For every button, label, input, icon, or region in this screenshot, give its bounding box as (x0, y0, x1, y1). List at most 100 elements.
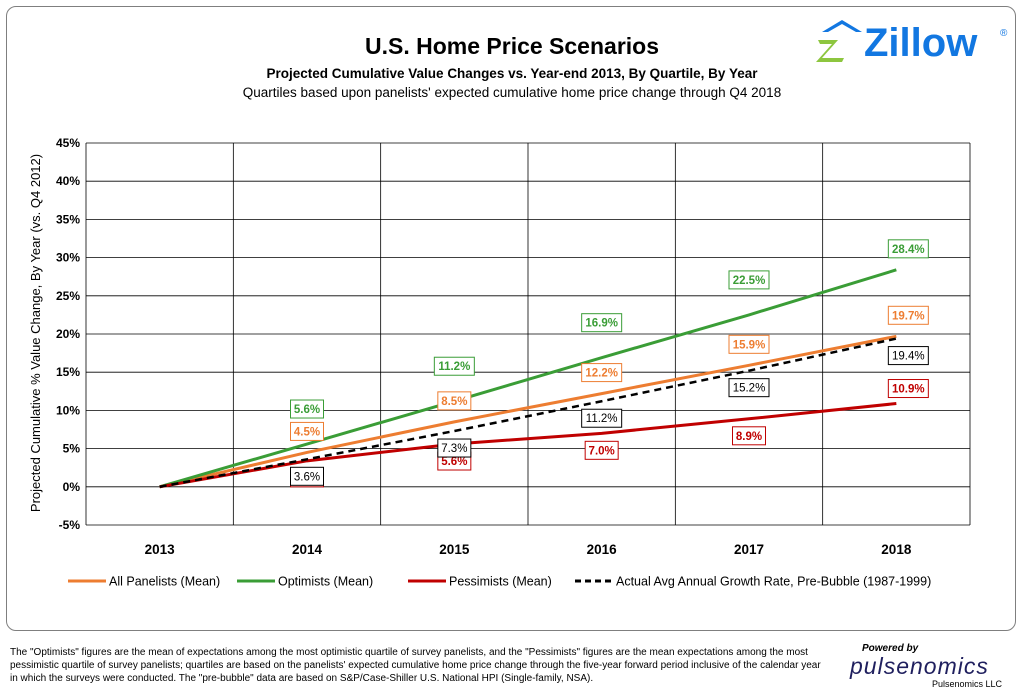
data-label-box (584, 440, 619, 460)
series-line (159, 337, 897, 489)
data-label-text: 8.5% (441, 396, 467, 408)
data-label-box (581, 363, 623, 383)
data-label-text: 28.4% (892, 244, 925, 256)
data-label: 4.5% (290, 421, 324, 441)
chart-subtitle: Projected Cumulative Value Changes vs. Y… (266, 66, 758, 81)
data-label: 22.5% (728, 270, 770, 290)
legend-label: Optimists (Mean) (278, 575, 373, 589)
data-label-box (728, 378, 770, 398)
legend: All Panelists (Mean) Optimists (Mean) Pess… (68, 575, 931, 589)
x-tick-label: 2018 (881, 542, 912, 557)
data-labels: 4.5% 8.5% 12.2% 15.9% 19.7% 5.6% 11.2% 16.9% 22.… (290, 239, 929, 488)
data-label-box (290, 466, 324, 486)
series-lines (159, 268, 897, 489)
data-label-text: 4.5% (294, 426, 320, 438)
chart-subtitle-note: Quartiles based upon panelists' expected… (242, 85, 782, 100)
series-line (159, 334, 897, 489)
data-label-text: 15.9% (733, 339, 766, 351)
y-tick-label: -5% (59, 518, 81, 532)
data-label: 15.9% (728, 334, 770, 354)
y-tick-label: 5% (63, 442, 81, 456)
data-label-text: 11.2% (438, 361, 470, 373)
data-label-text: 15.2% (733, 383, 766, 395)
data-label-box (887, 239, 929, 259)
data-label: 5.6% (290, 399, 324, 419)
x-axis: 2013 2014 2015 2016 2017 2018 (145, 542, 912, 557)
series-line (159, 268, 897, 489)
data-label: 16.9% (581, 313, 623, 333)
y-axis: -5% 0% 5% 10% 15% 20% 25% 30% 35% 40% 45% (56, 136, 80, 532)
data-label-text: 7.3% (441, 443, 467, 455)
series-line (159, 402, 897, 489)
data-label: 8.5% (437, 391, 472, 411)
data-label-text: 22.5% (733, 275, 766, 287)
data-label: 11.2% (581, 408, 623, 428)
legend-label: Pessimists (Mean) (449, 575, 552, 589)
data-label: 12.2% (581, 363, 623, 383)
data-label-box (290, 399, 324, 419)
data-label-box (581, 313, 623, 333)
data-label-box (437, 438, 472, 458)
data-label: 28.4% (887, 239, 929, 259)
data-label-text: 10.9% (892, 384, 925, 396)
data-label: 15.2% (728, 378, 770, 398)
y-tick-label: 15% (56, 365, 80, 379)
y-tick-label: 25% (56, 289, 80, 303)
pulsenomics-logo: pulsenomics (850, 653, 989, 679)
legend-label: Actual Avg Annual Growth Rate, Pre-Bubbl… (616, 575, 931, 589)
x-tick-label: 2015 (439, 542, 470, 557)
data-label-text: 11.2% (586, 413, 618, 425)
data-label: 8.9% (732, 426, 766, 446)
y-tick-label: 45% (56, 136, 80, 150)
line-chart: -5% 0% 5% 10% 15% 20% 25% 30% 35% 40% 45% 2013 2014… (28, 136, 971, 589)
data-label-box (581, 408, 623, 428)
data-label: 19.4% (887, 346, 929, 366)
x-tick-label: 2017 (734, 542, 764, 557)
data-label-box (437, 391, 472, 411)
data-label-box (728, 270, 770, 290)
data-label: 19.7% (887, 305, 929, 325)
y-axis-label: Projected Cumulative % Value Change, By … (28, 154, 43, 512)
y-tick-label: 0% (63, 480, 81, 494)
data-label-box (433, 356, 475, 376)
data-label: 10.9% (887, 379, 929, 399)
registered-mark: ® (1000, 28, 1008, 39)
data-label: 7.3% (437, 438, 472, 458)
data-label-text: 7.0% (589, 445, 615, 457)
zillow-wordmark: Zillow (864, 21, 978, 65)
data-label-text: 3.6% (294, 471, 320, 483)
data-label-text: 5.6% (294, 404, 320, 416)
data-label-box (728, 334, 770, 354)
data-label-text: 12.2% (585, 368, 618, 380)
y-tick-label: 10% (56, 403, 80, 417)
data-label-text: 16.9% (585, 318, 618, 330)
grid (85, 142, 971, 526)
legend-label: All Panelists (Mean) (109, 575, 220, 589)
data-label-box (732, 426, 766, 446)
y-tick-label: 30% (56, 251, 80, 265)
x-tick-label: 2014 (292, 542, 323, 557)
data-label: 11.2% (433, 356, 475, 376)
zillow-logo: Zillow ® (816, 20, 1008, 65)
y-tick-label: 40% (56, 174, 80, 188)
pulsenomics-llc: Pulsenomics LLC (932, 679, 1003, 689)
y-tick-label: 20% (56, 327, 80, 341)
x-tick-label: 2016 (587, 542, 618, 557)
data-label-text: 19.7% (892, 310, 925, 322)
data-label: 7.0% (584, 440, 619, 460)
data-label-box (887, 305, 929, 325)
data-label-text: 8.9% (736, 431, 762, 443)
data-label-box (887, 346, 929, 366)
chart-title: U.S. Home Price Scenarios (364, 33, 659, 59)
x-tick-label: 2013 (145, 542, 176, 557)
data-label-box (290, 421, 324, 441)
data-label-text: 19.4% (892, 351, 925, 363)
powered-by-label: Powered by (862, 643, 919, 654)
zillow-z-icon (816, 20, 862, 62)
data-label: 3.6% (290, 466, 324, 486)
y-tick-label: 35% (56, 212, 80, 226)
data-label-text: 5.6% (441, 456, 467, 468)
footnote: The "Optimists" figures are the mean of … (10, 647, 821, 684)
chart-frame (6, 6, 1016, 631)
data-label-box (887, 379, 929, 399)
